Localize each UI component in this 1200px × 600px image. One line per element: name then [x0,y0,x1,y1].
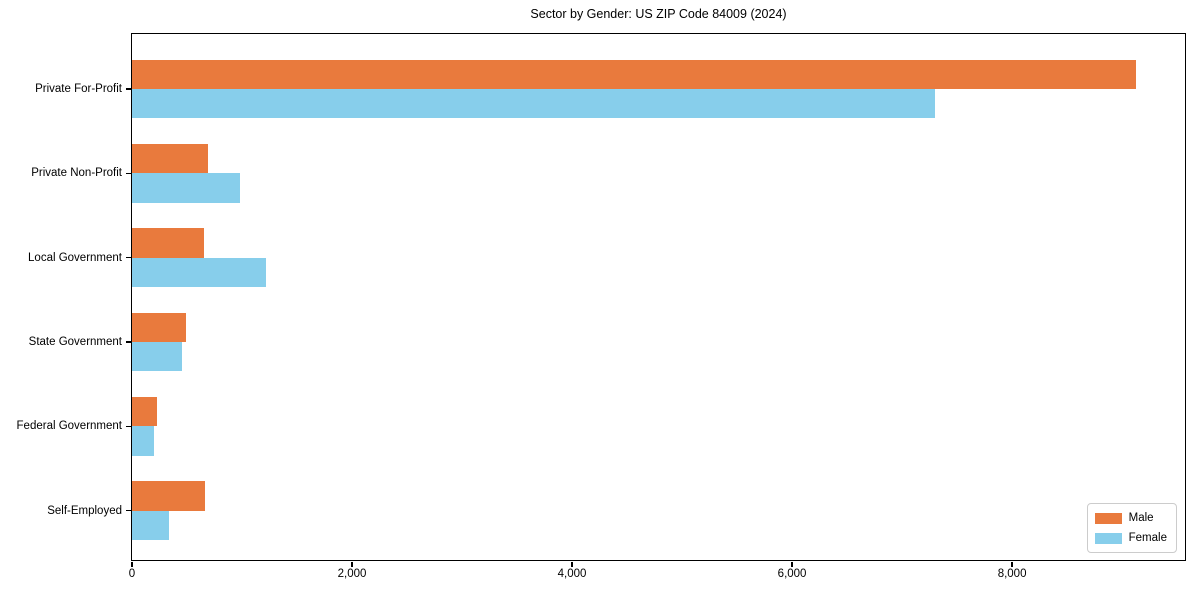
y-tick-mark [125,88,131,90]
bar-female-3 [132,257,267,287]
bar-male-2 [132,144,208,174]
x-tick-label: 8,000 [997,568,1027,580]
x-tick-label: 0 [128,568,136,580]
x-tick-mark [791,561,793,567]
legend: Male Female [1086,503,1177,553]
y-tick-label: State Government [28,335,122,348]
x-tick-label: 2,000 [337,568,367,580]
plot-area: Private For-Profit Private Non-Profit Loca… [17,33,1186,580]
chart-title: Sector by Gender: US ZIP Code 84009 (202… [530,7,787,21]
y-tick-mark [125,341,131,343]
legend-item-male: Male [1094,509,1167,527]
x-tick-label: 6,000 [777,568,807,580]
y-tick-label: Local Government [28,251,122,264]
legend-label-female: Female [1128,532,1167,544]
bar-female-2 [132,173,240,203]
bar-male-1 [132,59,1137,89]
y-tick-mark [125,425,131,428]
bar-male-3 [132,228,204,258]
x-tick-mark [571,561,573,567]
y-tick-label: Self-Employed [47,504,122,517]
bar-male-4 [132,312,186,342]
x-tick-label: 4,000 [557,568,587,580]
y-tick-label: Federal Government [16,420,122,433]
y-tick-mark [125,256,131,259]
x-tick-mark [1011,561,1013,567]
y-tick-label: Private Non-Profit [31,167,122,180]
x-tick-mark [131,561,133,567]
y-tick-mark [125,509,131,512]
male-swatch [1094,512,1122,524]
bar-male-6 [132,481,206,511]
bar-female-4 [132,341,183,372]
y-tick-mark [125,172,131,175]
y-tick-label: Private For-Profit [35,83,122,95]
bar-female-1 [132,89,936,119]
legend-label-male: Male [1128,512,1154,524]
legend-item-female: Female [1094,529,1167,547]
bar-male-5 [132,397,157,427]
bar-female-5 [132,426,154,456]
x-tick-mark [351,561,353,567]
bar-female-6 [132,510,169,540]
female-swatch [1094,532,1122,544]
